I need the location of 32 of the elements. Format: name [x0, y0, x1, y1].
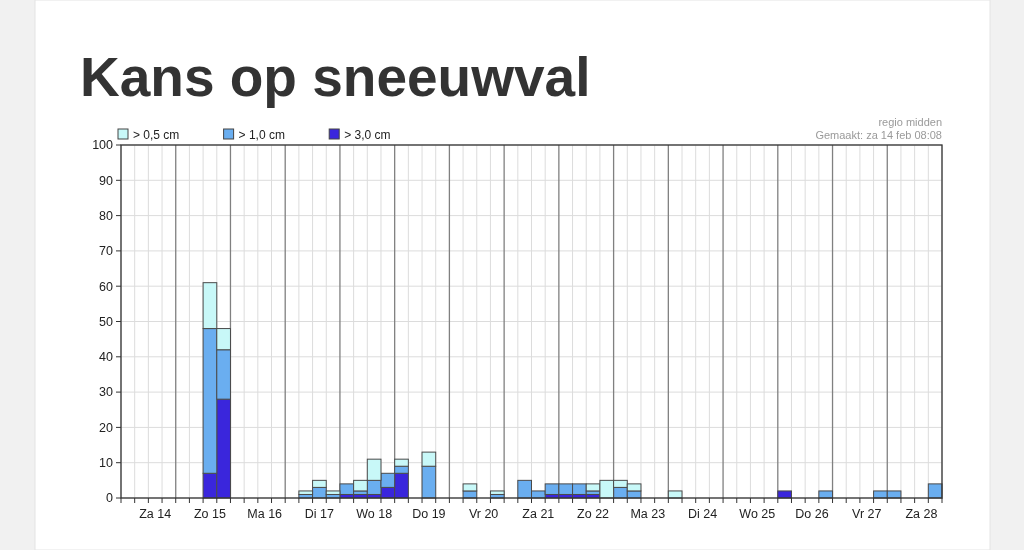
- x-tick-label: Vr 27: [852, 507, 882, 521]
- x-tick-label: Wo 25: [739, 507, 776, 521]
- x-tick-label: Wo 18: [356, 507, 393, 521]
- x-tick-label: Za 14: [139, 507, 172, 521]
- x-tick-label: Di 24: [687, 507, 718, 521]
- y-tick-label: 80: [99, 208, 114, 223]
- x-tick-label: Za 21: [522, 507, 555, 521]
- legend-label: > 3,0 cm: [344, 127, 391, 142]
- x-tick-label: Zo 22: [577, 507, 610, 521]
- x-tick-label: Ma 23: [630, 507, 666, 521]
- y-tick-label: 90: [99, 173, 114, 188]
- y-tick-label: 10: [99, 456, 114, 471]
- x-tick-label: Vr 20: [468, 507, 499, 521]
- x-tick-label: Do 19: [412, 507, 446, 521]
- text: regio midden: [878, 116, 942, 128]
- y-tick-label: 40: [99, 350, 114, 365]
- x-tick-label: Di 17: [304, 507, 335, 521]
- x-tick-label: Zo 15: [193, 507, 226, 521]
- x-tick-label: Do 26: [795, 507, 829, 521]
- y-tick-label: 0: [106, 491, 114, 506]
- legend-label: > 0,5 cm: [133, 127, 180, 142]
- y-tick-label: 50: [99, 314, 114, 329]
- chart-title: Kans op sneeuwval: [80, 46, 591, 108]
- x-tick-label: Za 28: [905, 507, 938, 521]
- y-tick-label: 20: [99, 420, 114, 435]
- legend-label: > 1,0 cm: [238, 127, 285, 142]
- y-tick-label: 100: [92, 138, 114, 153]
- y-tick-label: 60: [99, 279, 114, 294]
- text: Gemaakt: za 14 feb 08:08: [815, 129, 942, 141]
- y-tick-label: 70: [99, 244, 114, 259]
- x-tick-label: Ma 16: [247, 507, 283, 521]
- y-tick-label: 30: [99, 385, 114, 400]
